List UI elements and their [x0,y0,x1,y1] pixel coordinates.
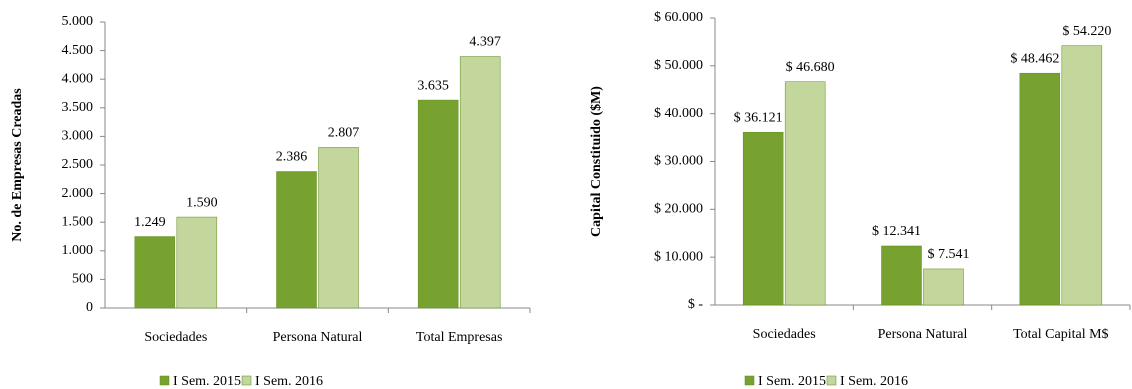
y-tick-label: $ 20.000 [654,202,703,217]
y-tick-label: 0 [86,300,93,315]
value-label: $ 46.680 [786,60,835,75]
y-tick-label: $ 60.000 [654,10,703,25]
y-tick-label: $ 30.000 [654,154,703,169]
y-tick-label: 1.000 [62,243,94,258]
bar [176,216,218,309]
legend-swatch [159,375,170,386]
legend-label: I Sem. 2015 [173,374,241,389]
value-label: $ 54.220 [1062,24,1111,39]
value-label: 3.635 [417,78,449,93]
x-tick-label: Persona Natural [273,330,363,345]
y-tick-label: 2.000 [62,186,94,201]
value-label: $ 12.341 [872,224,921,239]
y-tick-label: 2.500 [62,157,94,172]
legend-label: I Sem. 2016 [840,374,908,389]
y-tick-label: 4.500 [62,43,94,58]
bar [742,131,784,306]
bar [1061,45,1103,306]
bar [881,245,922,306]
value-label: 2.386 [276,150,308,165]
y-tick-label: 1.500 [62,214,94,229]
value-label: $ 7.541 [928,247,970,262]
y-axis-title: Capital Constituido ($M) [589,86,604,237]
bar [459,56,501,309]
y-tick-label: 3.000 [62,129,94,144]
value-label: 4.397 [469,35,501,50]
value-label: $ 48.462 [1010,51,1059,66]
y-tick-label: 4.000 [62,71,94,86]
y-tick-label: $ - [688,297,704,312]
value-label: 2.807 [328,126,360,141]
legend-label: I Sem. 2015 [758,374,826,389]
bar [134,236,176,309]
x-tick-label: Persona Natural [878,327,968,342]
bar [784,81,826,306]
x-tick-label: Sociedades [753,327,816,342]
legend-swatch [744,375,755,386]
x-tick-label: Total Capital M$ [1013,327,1108,342]
y-tick-label: 3.500 [62,100,94,115]
y-tick-label: $ 50.000 [654,58,703,73]
value-label: 1.249 [134,215,166,230]
bar [1019,72,1061,306]
bar [417,99,459,309]
y-tick-label: $ 40.000 [654,106,703,121]
y-tick-label: 5.000 [62,14,94,29]
bar [318,147,359,309]
value-label: $ 36.121 [734,110,783,125]
legend-swatch [826,375,837,386]
y-tick-label: $ 10.000 [654,249,703,264]
value-label: 1.590 [186,195,218,210]
y-tick-label: 500 [72,272,93,287]
x-tick-label: Total Empresas [416,330,503,345]
legend-swatch [241,375,252,386]
y-axis-title: No. de Empresas Creadas [10,88,25,242]
bar [923,268,964,306]
x-tick-label: Sociedades [144,330,207,345]
legend-label: I Sem. 2016 [255,374,323,389]
bar [276,171,317,309]
